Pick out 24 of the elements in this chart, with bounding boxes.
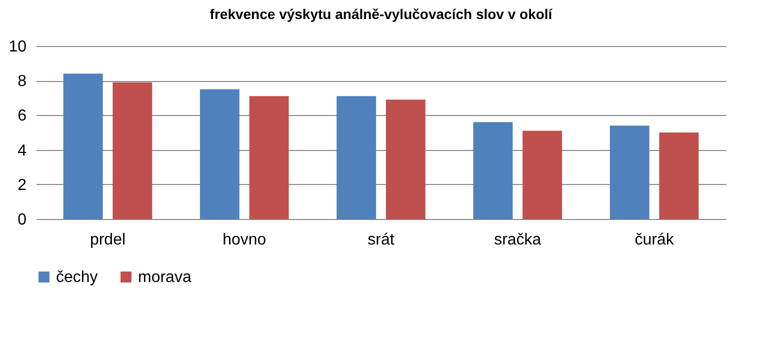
y-tick-label: 4 [18,142,27,160]
x-tick-label: sračka [494,232,542,248]
x-tick-label: srát [368,232,395,248]
bar [336,96,376,219]
x-tick-label: prdel [90,232,126,248]
bar [610,126,650,219]
bar [63,74,103,219]
legend-label: morava [138,269,192,286]
y-tick-label: 6 [18,108,27,125]
y-tick-label: 10 [8,38,27,56]
y-tick-label: 2 [18,176,27,194]
x-tick-label: hovno [222,232,266,248]
bar [473,122,513,219]
bar [659,132,699,219]
legend-label: čechy [56,269,98,286]
bar [386,100,426,219]
bar [112,82,152,219]
y-tick-label: 0 [18,212,27,228]
y-tick-label: 8 [18,73,27,90]
bar [522,130,562,219]
bar [200,89,240,219]
bar [249,96,289,219]
chart-title: frekvence výskytu análně-vylučovacích slov v okolí [210,6,554,22]
x-tick-label: čurák [634,232,675,248]
